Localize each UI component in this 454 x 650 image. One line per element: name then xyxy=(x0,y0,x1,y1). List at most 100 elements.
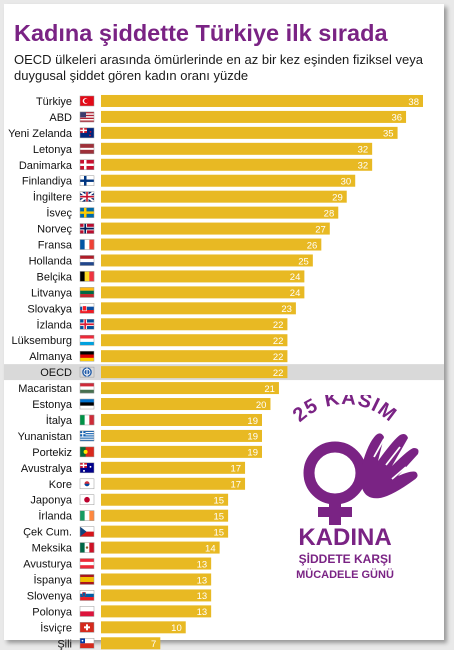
value-label: 22 xyxy=(273,352,284,363)
chart-row: OECD 22 xyxy=(4,364,444,381)
new-zealand-flag-icon xyxy=(79,127,95,139)
bar xyxy=(101,461,246,474)
belgium-flag-icon xyxy=(79,271,95,282)
category-label: Slovakya xyxy=(27,303,73,315)
category-label: Avustralya xyxy=(21,463,73,475)
bar xyxy=(101,350,288,363)
chart-row: Fransa 26 xyxy=(38,238,322,252)
category-label: Slovenya xyxy=(27,590,73,602)
category-label: Belçika xyxy=(37,271,73,283)
category-label: Türkiye xyxy=(36,96,72,108)
uk-flag-icon xyxy=(79,190,95,203)
value-label: 13 xyxy=(197,559,208,570)
value-label: 24 xyxy=(290,288,301,299)
category-label: Portekiz xyxy=(32,447,72,459)
value-label: 17 xyxy=(230,480,241,491)
chart-row: Norveç 27 xyxy=(37,222,330,236)
value-label: 15 xyxy=(214,496,225,507)
chart-row: Slovenya 13 xyxy=(27,589,212,602)
chart-row: Meksika 14 xyxy=(32,541,220,555)
category-label: Norveç xyxy=(37,224,72,236)
value-label: 21 xyxy=(264,384,275,395)
bar xyxy=(101,222,330,235)
bar xyxy=(101,525,229,538)
value-label: 22 xyxy=(273,368,284,379)
mexico-flag-icon xyxy=(79,542,95,553)
category-label: Almanya xyxy=(29,351,73,363)
category-label: Litvanya xyxy=(31,287,73,299)
bar xyxy=(101,382,279,395)
latvia-flag-icon xyxy=(79,143,95,155)
bar xyxy=(101,589,212,602)
chart-row: Slovakya 23 xyxy=(27,302,296,315)
category-label: ABD xyxy=(49,112,72,124)
category-label: Kore xyxy=(49,479,72,491)
subtitle-line-2: duygusal şiddet gören kadın oranı yüzde xyxy=(14,68,249,83)
category-label: Japonya xyxy=(30,495,72,507)
bar xyxy=(101,445,262,458)
category-label: Letonya xyxy=(33,144,73,156)
chart-row: Yeni Zelanda 35 xyxy=(8,126,398,140)
denmark-flag-icon xyxy=(79,159,95,171)
bar xyxy=(101,238,322,251)
chart-row: Polonya 13 xyxy=(32,605,212,618)
chart-row: İspanya 13 xyxy=(33,573,212,586)
value-label: 19 xyxy=(247,448,258,459)
spain-flag-icon xyxy=(79,574,95,585)
germany-flag-icon xyxy=(79,350,95,362)
japan-flag-icon xyxy=(79,494,95,505)
portugal-flag-icon xyxy=(79,446,95,458)
value-label: 10 xyxy=(171,623,182,634)
value-label: 19 xyxy=(247,416,258,427)
bar xyxy=(101,190,347,203)
austria-flag-icon xyxy=(79,558,95,569)
lithuania-flag-icon xyxy=(79,287,95,298)
bar xyxy=(101,206,339,219)
france-flag-icon xyxy=(79,239,95,250)
value-label: 30 xyxy=(341,177,352,188)
value-label: 7 xyxy=(151,639,156,650)
chart-row: Avusturya 13 xyxy=(23,557,212,571)
chart-row: Danimarka 32 xyxy=(19,158,373,172)
category-label: Yeni Zelanda xyxy=(8,128,73,140)
category-label: Lüksemburg xyxy=(11,335,72,347)
turkey-flag-icon xyxy=(79,95,95,107)
value-label: 32 xyxy=(358,145,369,156)
bar xyxy=(101,621,186,634)
chart-row: Estonya 20 xyxy=(32,398,271,411)
value-label: 24 xyxy=(290,272,301,283)
chart-row: Hollanda 25 xyxy=(29,254,313,267)
norway-flag-icon xyxy=(79,223,95,234)
bar xyxy=(101,318,288,331)
bar xyxy=(101,605,212,618)
value-label: 22 xyxy=(273,320,284,331)
category-label: Şili xyxy=(57,638,72,650)
value-label: 25 xyxy=(298,256,309,267)
stop-hand-icon xyxy=(362,433,419,499)
category-label: Hollanda xyxy=(29,255,73,267)
bar xyxy=(101,302,296,315)
value-label: 23 xyxy=(281,304,292,315)
awareness-day-logo: 25 KASIM KADINA ŞİDDETE KARŞI MÜCADELE G… xyxy=(289,395,419,581)
bar xyxy=(101,158,373,171)
category-label: Macaristan xyxy=(18,383,72,395)
value-label: 15 xyxy=(214,527,225,538)
ireland-flag-icon xyxy=(79,510,95,521)
venus-cross xyxy=(318,507,352,517)
bar xyxy=(101,126,398,139)
bar xyxy=(101,334,288,347)
value-label: 28 xyxy=(324,208,335,219)
iceland-flag-icon xyxy=(79,319,95,330)
bar xyxy=(101,493,229,506)
category-label: Polonya xyxy=(32,606,73,618)
value-label: 13 xyxy=(197,575,208,586)
chart-row: İngiltere 29 xyxy=(33,190,347,204)
slovakia-flag-icon xyxy=(79,303,95,314)
bar xyxy=(101,429,262,442)
bar xyxy=(101,366,288,379)
chart-row: ABD 36 xyxy=(49,110,407,124)
value-label: 17 xyxy=(230,464,241,475)
value-label: 13 xyxy=(197,591,208,602)
chart-row: Şili 7 xyxy=(57,637,161,650)
value-label: 13 xyxy=(197,607,208,618)
